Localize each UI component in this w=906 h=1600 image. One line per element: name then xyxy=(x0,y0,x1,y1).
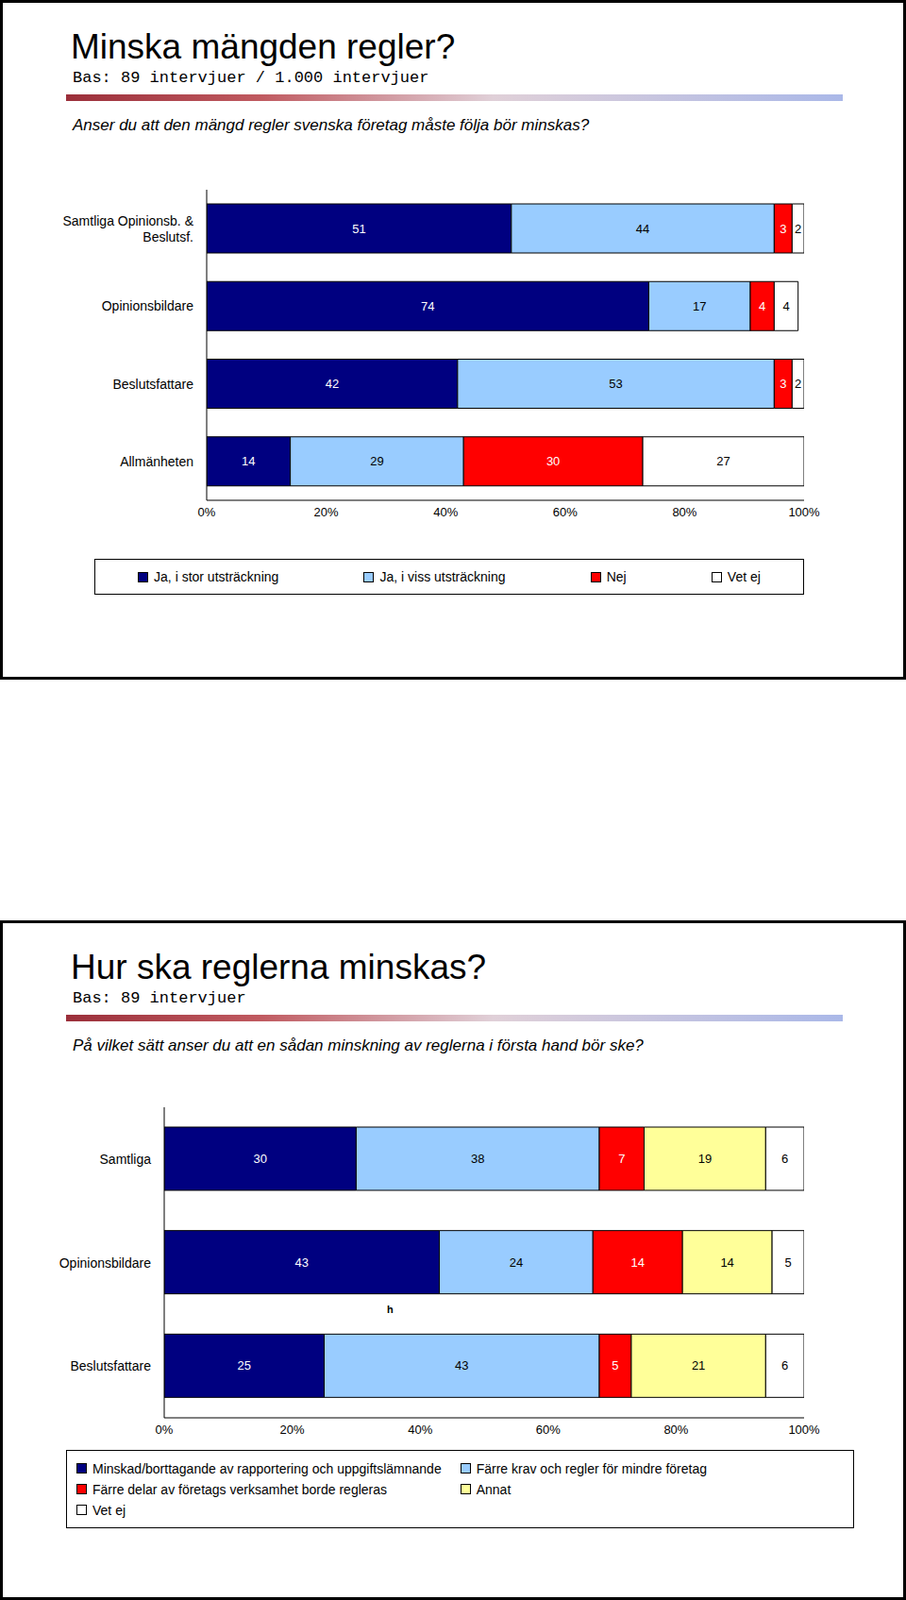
svg-text:24: 24 xyxy=(509,1255,523,1270)
svg-text:6: 6 xyxy=(781,1151,789,1166)
html-text:Minska mängden regler?: Minska mängden regler? xyxy=(70,27,456,67)
svg-text:14: 14 xyxy=(720,1255,734,1270)
svg-text:44: 44 xyxy=(636,221,650,236)
html-text:Ja, i viss utsträckning: Ja, i viss utsträckning xyxy=(379,569,506,585)
svg-text:38: 38 xyxy=(470,1151,485,1166)
svg-text:100%: 100% xyxy=(788,1422,821,1437)
svg-text:43: 43 xyxy=(454,1358,469,1373)
svg-text:Samtliga Opinionsb. &Beslutsf.: Samtliga Opinionsb. &Beslutsf. xyxy=(62,213,194,245)
svg-text:20%: 20% xyxy=(280,1422,305,1437)
svg-text:Opinionsbildare: Opinionsbildare xyxy=(101,298,194,314)
svg-text:74: 74 xyxy=(420,299,435,314)
svg-text:14: 14 xyxy=(241,453,255,469)
svg-text:29: 29 xyxy=(369,453,384,469)
html-text:Bas: 89 intervjuer: Bas: 89 intervjuer xyxy=(72,989,246,1007)
svg-text:19: 19 xyxy=(698,1151,712,1166)
svg-text:25: 25 xyxy=(237,1358,252,1373)
svg-text:3: 3 xyxy=(779,221,787,236)
svg-text:40%: 40% xyxy=(407,1422,433,1437)
svg-text:3: 3 xyxy=(779,376,787,391)
svg-text:Samtliga: Samtliga xyxy=(100,1151,152,1167)
html-text:h: h xyxy=(386,1303,394,1315)
svg-text:51: 51 xyxy=(352,221,366,236)
svg-text:80%: 80% xyxy=(663,1422,688,1437)
svg-text:80%: 80% xyxy=(671,504,697,520)
html-text:Vet ej: Vet ej xyxy=(92,1501,126,1518)
svg-text:5: 5 xyxy=(611,1358,619,1373)
svg-text:Beslutsfattare: Beslutsfattare xyxy=(112,376,194,392)
svg-text:4: 4 xyxy=(782,299,789,314)
svg-text:2: 2 xyxy=(794,221,802,236)
html-text:Bas: 89 intervjuer / 1.000 int: Bas: 89 intervjuer / 1.000 intervjuer xyxy=(72,68,429,87)
svg-text:6: 6 xyxy=(781,1358,789,1373)
svg-text:4: 4 xyxy=(758,299,766,314)
svg-text:100%: 100% xyxy=(788,504,821,520)
html-text:Ja, i stor utsträckning: Ja, i stor utsträckning xyxy=(153,569,279,585)
svg-text:21: 21 xyxy=(691,1358,705,1373)
svg-text:14: 14 xyxy=(630,1255,644,1270)
html-text:Nej: Nej xyxy=(606,569,627,585)
svg-text:5: 5 xyxy=(784,1255,791,1270)
svg-text:Beslutsfattare: Beslutsfattare xyxy=(69,1358,151,1374)
svg-text:60%: 60% xyxy=(553,504,578,520)
svg-text:43: 43 xyxy=(295,1255,309,1270)
html-text:Färre krav och regler för mind: Färre krav och regler för mindre företag xyxy=(476,1460,707,1476)
svg-text:40%: 40% xyxy=(433,504,458,520)
html-text:Annat: Annat xyxy=(476,1481,511,1497)
svg-text:17: 17 xyxy=(692,299,706,314)
svg-text:Opinionsbildare: Opinionsbildare xyxy=(59,1255,151,1271)
svg-text:0%: 0% xyxy=(198,504,217,520)
svg-text:53: 53 xyxy=(608,376,622,391)
html-text:Minskad/borttagande av rapport: Minskad/borttagande av rapportering och … xyxy=(92,1460,442,1476)
svg-text:0%: 0% xyxy=(155,1422,174,1437)
svg-text:60%: 60% xyxy=(536,1422,561,1437)
svg-text:30: 30 xyxy=(546,453,560,469)
svg-text:30: 30 xyxy=(252,1151,267,1166)
svg-text:7: 7 xyxy=(618,1151,625,1166)
svg-text:42: 42 xyxy=(325,376,339,391)
svg-text:Allmänheten: Allmänheten xyxy=(119,453,194,470)
html-text:På vilket sätt anser du att en: På vilket sätt anser du att en sådan min… xyxy=(72,1036,644,1055)
svg-text:27: 27 xyxy=(716,453,730,469)
svg-text:20%: 20% xyxy=(314,504,339,520)
html-text:Färre delar av företags verksa: Färre delar av företags verksamhet borde… xyxy=(92,1481,387,1497)
html-text:Hur ska reglerna minskas?: Hur ska reglerna minskas? xyxy=(70,947,487,987)
html-text:Vet ej: Vet ej xyxy=(727,569,761,585)
html-text:Anser du att den mängd regler: Anser du att den mängd regler svenska fö… xyxy=(72,116,589,135)
svg-text:2: 2 xyxy=(794,376,802,391)
